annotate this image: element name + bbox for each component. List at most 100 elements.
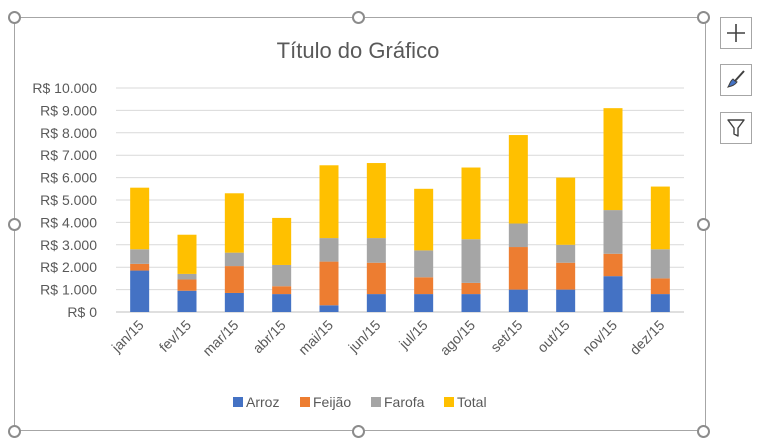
bar-feijao-4[interactable] <box>272 286 292 295</box>
bar-total-6[interactable] <box>366 163 386 239</box>
resize-handle-bottom-left[interactable] <box>8 425 21 438</box>
bar-total-3[interactable] <box>224 193 244 253</box>
x-tick-label: jun/15 <box>344 317 383 356</box>
gridlines <box>116 87 684 313</box>
y-tick-label: R$ 2.000 <box>40 259 97 275</box>
bar-feijao-12[interactable] <box>650 278 670 295</box>
y-tick-label: R$ 6.000 <box>40 170 97 186</box>
bar-total-1[interactable] <box>130 187 150 250</box>
bar-feijao-5[interactable] <box>319 261 339 306</box>
resize-handle-top-right[interactable] <box>697 11 710 24</box>
y-tick-label: R$ 7.000 <box>40 147 97 163</box>
y-tick-label: R$ 5.000 <box>40 192 97 208</box>
bar-farofa-7[interactable] <box>414 250 434 278</box>
bar-feijao-10[interactable] <box>556 262 576 290</box>
bar-farofa-5[interactable] <box>319 238 339 262</box>
plot-area[interactable] <box>130 108 670 312</box>
x-tick-label: jul/15 <box>395 317 431 353</box>
bar-arroz-3[interactable] <box>224 292 244 312</box>
bar-total-8[interactable] <box>461 167 481 240</box>
legend-label: Farofa <box>384 394 425 410</box>
y-tick-label: R$ 0 <box>67 304 97 320</box>
bar-total-7[interactable] <box>414 188 434 251</box>
legend-label: Arroz <box>246 394 279 410</box>
plus-icon <box>727 24 745 42</box>
bar-farofa-12[interactable] <box>650 249 670 279</box>
chart-styles-button[interactable] <box>720 64 752 96</box>
y-tick-label: R$ 10.000 <box>32 80 97 96</box>
bar-arroz-4[interactable] <box>272 294 292 312</box>
legend-swatch <box>444 397 454 407</box>
bar-feijao-9[interactable] <box>508 247 528 290</box>
bar-farofa-4[interactable] <box>272 264 292 287</box>
bar-total-11[interactable] <box>603 108 623 211</box>
bar-feijao-8[interactable] <box>461 282 481 295</box>
bar-total-2[interactable] <box>177 234 197 274</box>
bar-farofa-6[interactable] <box>366 238 386 263</box>
y-tick-label: R$ 1.000 <box>40 282 97 298</box>
chart-filters-button[interactable] <box>720 112 752 144</box>
legend-swatch <box>233 397 243 407</box>
y-axis: R$ 0 R$ 1.000 R$ 2.000 R$ 3.000 R$ 4.000 R$ 5… <box>32 80 97 320</box>
y-tick-label: R$ 4.000 <box>40 214 97 230</box>
bar-arroz-6[interactable] <box>366 294 386 312</box>
bar-total-9[interactable] <box>508 135 528 224</box>
x-tick-label: jan/15 <box>108 317 147 356</box>
bar-arroz-9[interactable] <box>508 289 528 312</box>
legend[interactable]: Arroz Feijão Farofa Total <box>233 394 487 410</box>
bar-arroz-1[interactable] <box>130 270 150 312</box>
x-tick-label: ago/15 <box>437 317 479 359</box>
x-tick-label: mai/15 <box>295 317 336 358</box>
bar-feijao-3[interactable] <box>224 266 244 293</box>
bar-farofa-2[interactable] <box>177 273 197 280</box>
legend-swatch <box>371 397 381 407</box>
resize-handle-middle-right[interactable] <box>697 218 710 231</box>
x-tick-label: fev/15 <box>156 317 194 355</box>
bar-arroz-10[interactable] <box>556 289 576 312</box>
bar-feijao-6[interactable] <box>366 262 386 295</box>
bar-arroz-2[interactable] <box>177 290 197 312</box>
bar-feijao-1[interactable] <box>130 263 150 271</box>
bar-arroz-12[interactable] <box>650 294 670 312</box>
bar-farofa-1[interactable] <box>130 249 150 264</box>
bar-feijao-7[interactable] <box>414 277 434 295</box>
bar-total-4[interactable] <box>272 217 292 265</box>
y-tick-label: R$ 8.000 <box>40 125 97 141</box>
resize-handle-top-middle[interactable] <box>352 11 365 24</box>
bar-farofa-8[interactable] <box>461 239 481 283</box>
bar-feijao-2[interactable] <box>177 279 197 291</box>
paintbrush-icon <box>726 70 745 88</box>
bar-farofa-11[interactable] <box>603 210 623 254</box>
bar-farofa-9[interactable] <box>508 223 528 248</box>
chart-elements-button[interactable] <box>720 17 752 49</box>
bar-total-12[interactable] <box>650 186 670 250</box>
legend-label: Total <box>457 394 487 410</box>
legend-label: Feijão <box>313 394 351 410</box>
x-tick-label: abr/15 <box>249 317 289 357</box>
bar-feijao-11[interactable] <box>603 253 623 277</box>
bar-farofa-3[interactable] <box>224 252 244 267</box>
bar-total-10[interactable] <box>556 177 576 245</box>
legend-swatch <box>300 397 310 407</box>
bar-arroz-8[interactable] <box>461 294 481 312</box>
bar-arroz-7[interactable] <box>414 294 434 312</box>
x-axis: jan/15 fev/15 mar/15 abr/15 mai/15 jun/15 jul/… <box>108 317 668 359</box>
bar-arroz-11[interactable] <box>603 276 623 312</box>
x-tick-label: set/15 <box>487 317 525 355</box>
bar-farofa-10[interactable] <box>556 244 576 263</box>
x-tick-label: nov/15 <box>579 317 620 358</box>
x-tick-label: mar/15 <box>199 317 241 359</box>
x-tick-label: out/15 <box>534 317 573 356</box>
funnel-icon <box>727 119 745 137</box>
bar-arroz-5[interactable] <box>319 305 339 312</box>
y-tick-label: R$ 3.000 <box>40 237 97 253</box>
resize-handle-bottom-middle[interactable] <box>352 425 365 438</box>
resize-handle-bottom-right[interactable] <box>697 425 710 438</box>
resize-handle-middle-left[interactable] <box>8 218 21 231</box>
resize-handle-top-left[interactable] <box>8 11 21 24</box>
chart-title[interactable]: Título do Gráfico <box>277 38 440 63</box>
bar-total-5[interactable] <box>319 165 339 239</box>
x-tick-label: dez/15 <box>626 317 667 358</box>
y-tick-label: R$ 9.000 <box>40 102 97 118</box>
